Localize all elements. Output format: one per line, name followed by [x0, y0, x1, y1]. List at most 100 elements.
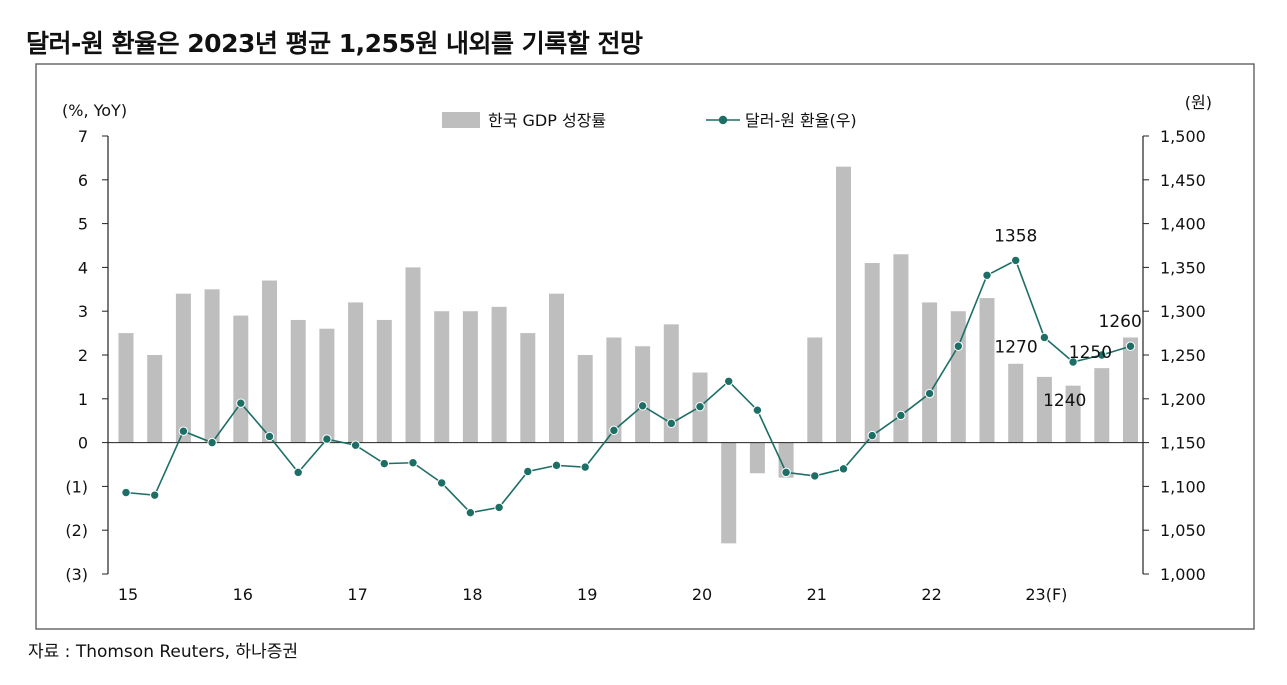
left-axis-unit: (%, YoY): [62, 101, 127, 120]
left-tick-label: 2: [78, 346, 88, 365]
fx-point: [982, 270, 992, 280]
left-tick-label: (3): [65, 565, 88, 584]
right-tick-label: 1,000: [1160, 565, 1206, 584]
gdp-bar: [491, 306, 507, 443]
fx-point: [379, 458, 389, 469]
gdp-bar: [376, 319, 392, 443]
gdp-bar: [204, 289, 220, 443]
gdp-bar: [434, 311, 450, 443]
fx-point: [150, 490, 160, 500]
source-note: 자료 : Thomson Reuters, 하나증권: [28, 642, 298, 662]
right-tick-label: 1,300: [1160, 302, 1206, 321]
gdp-bar: [520, 333, 536, 443]
fx-point: [953, 341, 963, 351]
legend-bar-swatch: [442, 112, 480, 128]
fx-point: [666, 418, 676, 429]
gdp-bar: [290, 319, 306, 443]
gdp-bar: [979, 298, 995, 443]
right-tick-label: 1,450: [1160, 171, 1206, 190]
gdp-bar: [778, 442, 794, 478]
fx-point: [1097, 350, 1107, 360]
fx-point: [350, 440, 361, 450]
gdp-bar: [577, 355, 593, 443]
fx-point: [752, 405, 763, 415]
fx-point: [1068, 357, 1078, 367]
right-tick-label: 1,250: [1160, 346, 1206, 365]
fx-point: [724, 376, 734, 386]
fx-point: [781, 467, 791, 478]
fx-point: [322, 434, 332, 444]
fx-point: [408, 458, 418, 468]
x-tick-label: 19: [577, 585, 597, 604]
gdp-bar: [836, 166, 851, 443]
gdp-bar: [864, 263, 880, 443]
left-tick-label: (1): [65, 477, 88, 496]
data-label: 1270: [994, 337, 1037, 357]
gdp-bar: [635, 346, 651, 443]
gdp-bar: [950, 311, 966, 443]
fx-point: [810, 471, 820, 481]
gdp-bar: [1036, 376, 1052, 443]
left-tick-label: 5: [78, 215, 88, 234]
legend-bar-label: 한국 GDP 성장률: [488, 111, 606, 130]
legend: 한국 GDP 성장률 달러-원 환율(우): [442, 111, 857, 130]
fx-point: [1039, 332, 1050, 343]
gdp-bar: [663, 324, 679, 443]
data-label: 1240: [1043, 391, 1086, 411]
x-tick-label: 15: [118, 585, 138, 604]
gdp-bar: [893, 254, 909, 443]
left-tick-label: 7: [78, 127, 88, 146]
fx-point: [1011, 255, 1021, 266]
fx-point: [178, 426, 189, 436]
gdp-bar: [1123, 337, 1138, 443]
left-tick-label: 6: [78, 171, 88, 190]
left-tick-label: 0: [78, 434, 88, 453]
data-label: 1260: [1099, 312, 1142, 332]
gdp-bar: [147, 355, 163, 443]
right-tick-label: 1,200: [1160, 390, 1206, 409]
right-tick-label: 1,100: [1160, 477, 1206, 496]
x-tick-label: 22: [921, 585, 941, 604]
chart-labels: 1358 1270 1240 1250 1260: [994, 226, 1142, 411]
gdp-bar: [175, 293, 191, 443]
fx-point: [264, 431, 275, 442]
fx-point: [494, 502, 504, 513]
chart-frame: [35, 63, 1255, 630]
x-tick-label: 21: [807, 585, 827, 604]
fx-point: [523, 466, 533, 477]
fx-point: [437, 478, 447, 488]
fx-point: [609, 425, 619, 436]
gdp-bar: [1008, 363, 1024, 443]
left-tick-label: 1: [78, 390, 88, 409]
gdp-bar: [118, 333, 134, 443]
x-tick-label: 18: [462, 585, 482, 604]
fx-point: [207, 437, 217, 448]
x-tick-label: 17: [347, 585, 367, 604]
legend-line-marker: [718, 115, 728, 125]
gdp-bar: [749, 442, 765, 474]
axes: 76543210(1)(2)(3)1,5001,4501,4001,3501,3…: [62, 93, 1212, 604]
fx-line: [121, 255, 1136, 518]
fx-point: [236, 398, 246, 408]
gdp-bar: [319, 328, 335, 443]
gdp-bar: [1094, 368, 1110, 443]
fx-point: [551, 460, 562, 471]
fx-point: [465, 507, 476, 518]
x-tick-label: 20: [692, 585, 712, 604]
gdp-bar: [721, 442, 737, 544]
right-tick-label: 1,350: [1160, 258, 1206, 277]
fx-point: [580, 462, 590, 472]
gdp-bar: [549, 293, 564, 443]
gdp-bar: [405, 267, 421, 443]
gdp-bar: [1065, 385, 1081, 443]
gdp-bar: [262, 280, 277, 443]
gdp-bar: [606, 337, 622, 443]
fx-point: [838, 464, 849, 474]
x-tick-label: 23(F): [1025, 585, 1067, 604]
chart-title: 달러-원 환율은 2023년 평균 1,255원 내외를 기록할 전망: [26, 29, 643, 58]
gdp-bar: [922, 302, 938, 443]
fx-point: [637, 401, 648, 411]
gdp-bar: [807, 337, 823, 443]
right-tick-label: 1,150: [1160, 434, 1206, 453]
